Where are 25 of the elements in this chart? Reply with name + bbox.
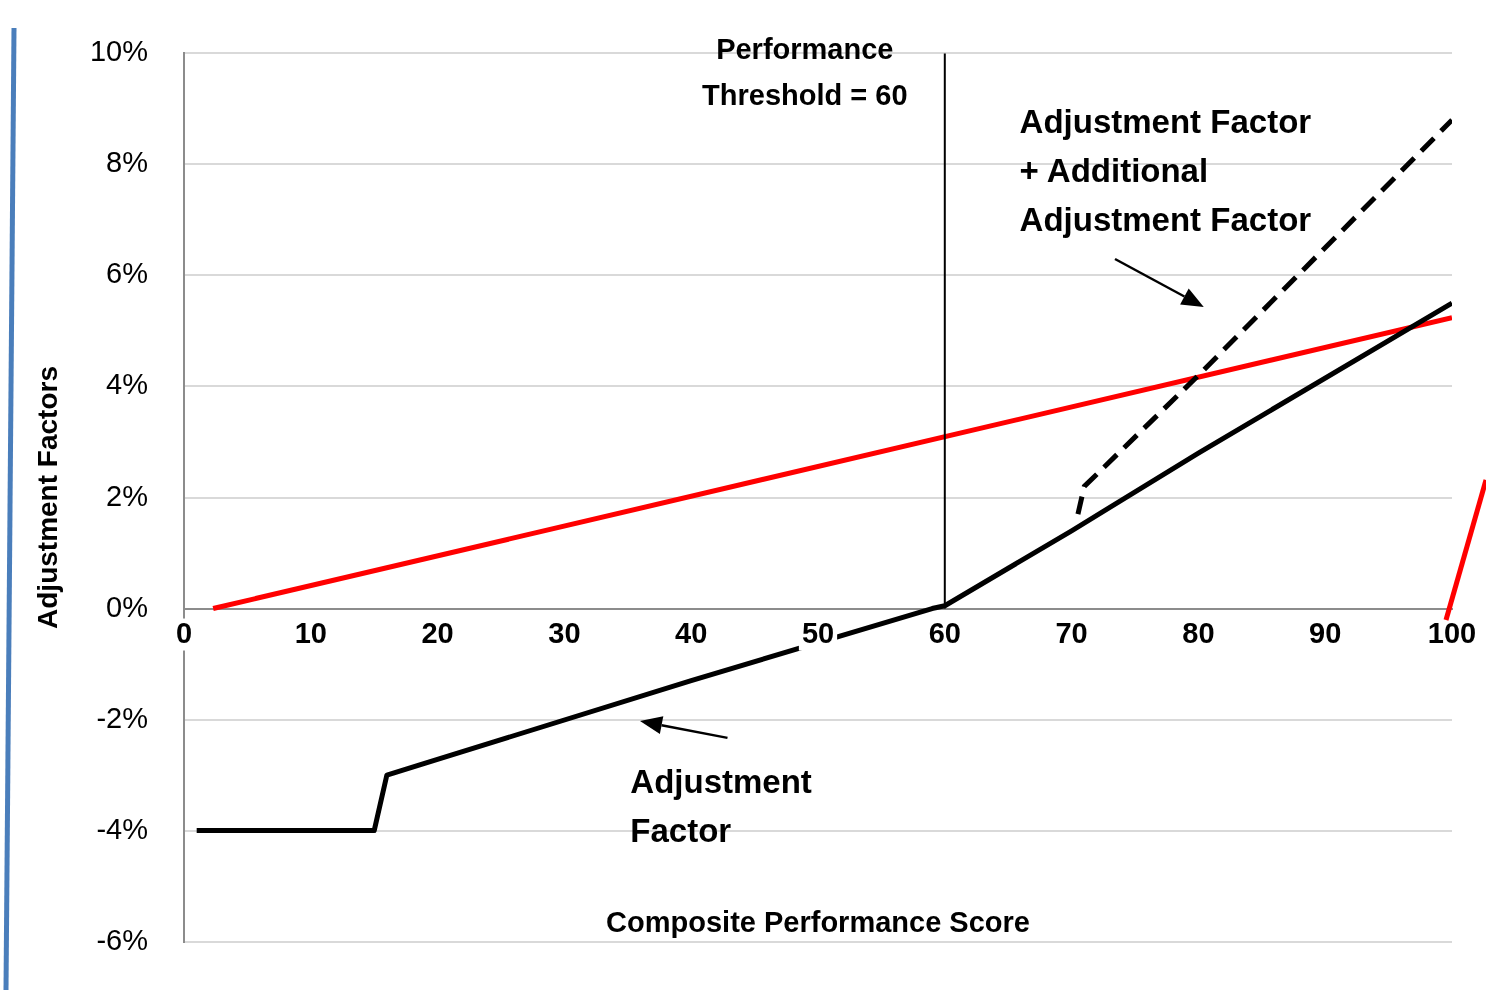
x-tick-label: 70 (1055, 617, 1088, 650)
annotation: Adjustment Factor + Additional Adjustment Factor (1019, 102, 1312, 238)
x-tick-label: 60 (928, 617, 961, 650)
x-tick-label: 90 (1309, 617, 1342, 650)
y-axis-title: Adjustment Factors (31, 366, 63, 629)
y-tick-label: 4% (106, 368, 148, 401)
x-axis-title: Composite Performance Score (606, 906, 1030, 939)
x-tick-label: 80 (1182, 617, 1215, 650)
x-tick-label: 0 (175, 617, 193, 650)
x-tick-label: 30 (548, 617, 581, 650)
y-tick-label: 2% (106, 479, 148, 512)
y-tick-label: -6% (96, 923, 148, 956)
y-tick-label: -2% (96, 701, 148, 734)
y-tick-label: 0% (106, 590, 148, 623)
y-tick-label: 10% (89, 35, 148, 68)
y-tick-label: 6% (106, 257, 148, 290)
y-tick-label: -4% (96, 812, 148, 845)
x-tick-label: 10 (294, 617, 327, 650)
annotation: Adjustment Factor (630, 763, 812, 850)
ref-line-label: Performance Threshold = 60 (702, 33, 908, 112)
x-tick-label: 40 (675, 617, 708, 650)
x-tick-label: 100 (1427, 617, 1477, 650)
y-tick-label: 8% (106, 146, 148, 179)
x-tick-label: 50 (801, 617, 835, 650)
x-tick-label: 20 (421, 617, 454, 650)
